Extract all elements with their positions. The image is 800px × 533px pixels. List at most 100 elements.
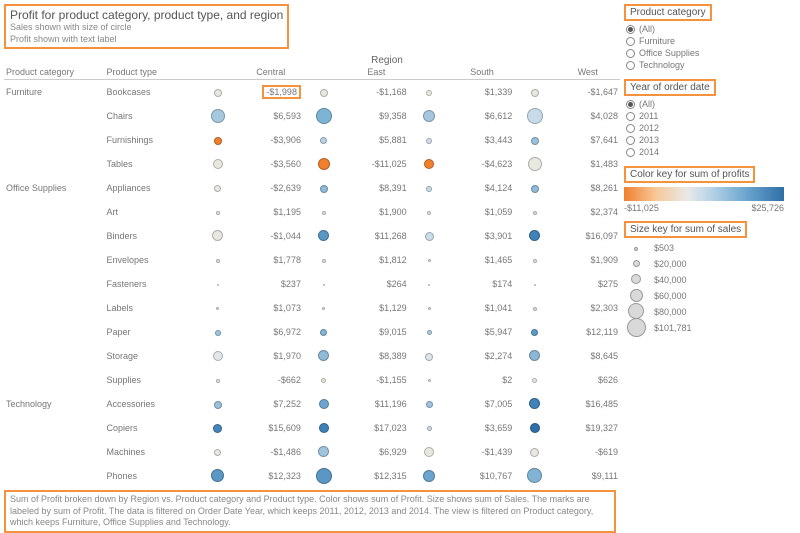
mark-circle[interactable] xyxy=(409,296,450,320)
mark-circle[interactable] xyxy=(409,392,450,416)
mark-circle[interactable] xyxy=(197,104,238,128)
mark-circle[interactable] xyxy=(197,248,238,272)
mark-circle[interactable] xyxy=(197,368,238,392)
size-key-label: $40,000 xyxy=(654,275,687,285)
filter-option[interactable]: Furniture xyxy=(624,35,794,47)
mark-circle[interactable] xyxy=(303,176,344,200)
mark-value: $4,124 xyxy=(450,176,514,200)
mark-circle[interactable] xyxy=(303,416,344,440)
size-key-label: $101,781 xyxy=(654,323,692,333)
mark-value: $5,947 xyxy=(450,320,514,344)
mark-circle[interactable] xyxy=(409,200,450,224)
mark-circle[interactable] xyxy=(303,224,344,248)
mark-circle[interactable] xyxy=(197,224,238,248)
mark-circle[interactable] xyxy=(409,128,450,152)
mark-value: $9,111 xyxy=(556,464,621,488)
mark-circle[interactable] xyxy=(303,296,344,320)
mark-circle[interactable] xyxy=(197,272,238,296)
size-key-row: $20,000 xyxy=(624,256,794,272)
mark-circle[interactable] xyxy=(303,368,344,392)
col-type: Product type xyxy=(105,66,198,80)
mark-circle[interactable] xyxy=(514,200,555,224)
filter-year-head: Year of order date xyxy=(624,79,716,96)
category-label xyxy=(4,200,105,224)
mark-circle[interactable] xyxy=(197,416,238,440)
mark-circle[interactable] xyxy=(303,152,344,176)
mark-circle[interactable] xyxy=(197,80,238,104)
mark-circle[interactable] xyxy=(514,104,555,128)
mark-circle[interactable] xyxy=(409,224,450,248)
filter-option[interactable]: 2014 xyxy=(624,146,794,158)
mark-circle[interactable] xyxy=(303,104,344,128)
mark-circle[interactable] xyxy=(514,152,555,176)
mark-circle[interactable] xyxy=(197,320,238,344)
mark-circle[interactable] xyxy=(197,200,238,224)
size-key-label: $80,000 xyxy=(654,307,687,317)
mark-circle[interactable] xyxy=(409,368,450,392)
mark-circle[interactable] xyxy=(514,248,555,272)
mark-circle[interactable] xyxy=(514,272,555,296)
mark-circle[interactable] xyxy=(409,344,450,368)
mark-circle[interactable] xyxy=(197,392,238,416)
mark-circle[interactable] xyxy=(409,152,450,176)
mark-circle[interactable] xyxy=(303,200,344,224)
mark-circle[interactable] xyxy=(409,320,450,344)
mark-circle[interactable] xyxy=(514,296,555,320)
mark-circle[interactable] xyxy=(514,176,555,200)
mark-circle[interactable] xyxy=(409,416,450,440)
mark-circle[interactable] xyxy=(409,80,450,104)
mark-circle[interactable] xyxy=(303,272,344,296)
col-region: South xyxy=(450,66,514,80)
mark-circle[interactable] xyxy=(197,464,238,488)
color-key-max: $25,726 xyxy=(751,203,784,213)
mark-circle[interactable] xyxy=(303,80,344,104)
mark-circle[interactable] xyxy=(303,392,344,416)
mark-circle[interactable] xyxy=(303,248,344,272)
mark-circle[interactable] xyxy=(514,392,555,416)
color-key-bar xyxy=(624,187,784,201)
filter-option[interactable]: Technology xyxy=(624,59,794,71)
mark-circle[interactable] xyxy=(303,440,344,464)
mark-circle[interactable] xyxy=(514,416,555,440)
mark-circle[interactable] xyxy=(409,176,450,200)
filter-option[interactable]: 2012 xyxy=(624,122,794,134)
radio-icon xyxy=(626,25,635,34)
mark-circle[interactable] xyxy=(197,344,238,368)
mark-circle[interactable] xyxy=(514,464,555,488)
category-label: Technology xyxy=(4,392,105,416)
mark-circle[interactable] xyxy=(409,440,450,464)
mark-value: $15,609 xyxy=(239,416,303,440)
mark-circle[interactable] xyxy=(514,344,555,368)
filter-option[interactable]: 2013 xyxy=(624,134,794,146)
filter-option[interactable]: 2011 xyxy=(624,110,794,122)
mark-value: $4,028 xyxy=(556,104,621,128)
mark-circle[interactable] xyxy=(409,248,450,272)
mark-circle[interactable] xyxy=(514,80,555,104)
mark-circle[interactable] xyxy=(197,128,238,152)
mark-circle[interactable] xyxy=(514,368,555,392)
filter-option[interactable]: (All) xyxy=(624,98,794,110)
mark-circle[interactable] xyxy=(197,440,238,464)
mark-circle[interactable] xyxy=(514,440,555,464)
mark-circle[interactable] xyxy=(303,464,344,488)
mark-circle[interactable] xyxy=(303,344,344,368)
mark-circle[interactable] xyxy=(514,320,555,344)
mark-circle[interactable] xyxy=(514,128,555,152)
mark-value: $275 xyxy=(556,272,621,296)
mark-circle[interactable] xyxy=(514,224,555,248)
mark-circle[interactable] xyxy=(197,176,238,200)
filter-option[interactable]: Office Supplies xyxy=(624,47,794,59)
mark-circle[interactable] xyxy=(303,128,344,152)
filter-option[interactable]: (All) xyxy=(624,23,794,35)
chart-subtitle-1: Sales shown with size of circle xyxy=(10,22,283,34)
category-label xyxy=(4,464,105,488)
mark-circle[interactable] xyxy=(197,296,238,320)
mark-value: -$1,155 xyxy=(344,368,408,392)
mark-circle[interactable] xyxy=(409,104,450,128)
filter-option-label: (All) xyxy=(639,99,655,109)
mark-circle[interactable] xyxy=(197,152,238,176)
mark-circle[interactable] xyxy=(409,272,450,296)
mark-circle[interactable] xyxy=(303,320,344,344)
mark-circle[interactable] xyxy=(409,464,450,488)
mark-value: $1,339 xyxy=(450,80,514,104)
